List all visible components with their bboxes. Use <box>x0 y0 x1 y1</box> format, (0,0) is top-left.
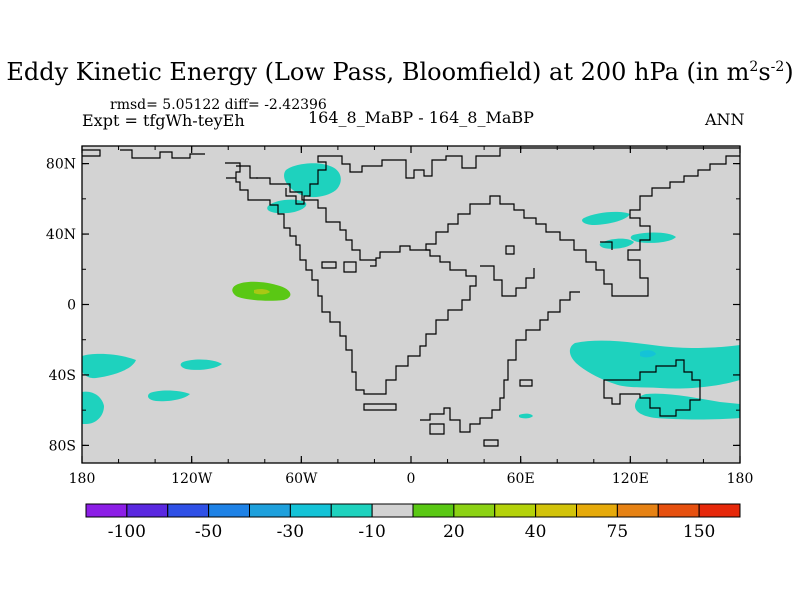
coastline-arabia <box>480 265 535 297</box>
coastline-antarctica-edge <box>429 423 499 447</box>
coastline-greenland <box>226 165 613 250</box>
colorbar-box <box>167 503 210 518</box>
coastline-australia <box>603 359 701 417</box>
colorbar-label: -10 <box>358 522 385 542</box>
anomaly-region-greenland <box>284 163 341 198</box>
lat-axis: 80N 40N 0 40S 80S <box>46 157 740 454</box>
lat-tick-label: 0 <box>67 298 76 314</box>
anomaly-region-small-south-atlantic <box>519 413 533 419</box>
colorbar-box <box>494 503 537 518</box>
lon-tick-label: 180 <box>727 471 754 487</box>
coastline-asia-east <box>425 155 740 297</box>
coastline-eurasia <box>285 147 740 205</box>
coastline-south-america <box>370 245 477 395</box>
colorbar-box <box>535 503 577 518</box>
map-background <box>82 146 740 463</box>
lat-tick-label: 40N <box>46 227 76 243</box>
colorbar-box <box>412 503 455 518</box>
colorbar-box <box>126 503 169 518</box>
coastline-islands <box>321 245 533 411</box>
colorbar-label: 40 <box>525 522 547 542</box>
colorbar-box <box>616 503 659 518</box>
lon-axis: 180 120W 60W 0 60E 120E 180 <box>69 146 754 487</box>
colorbar: -100 -50 -30 -10 20 40 75 150 <box>85 503 741 542</box>
colorbar-label: -50 <box>195 522 222 542</box>
colorbar-box <box>330 503 373 518</box>
lon-tick-label: 180 <box>69 471 96 487</box>
colorbar-box <box>371 503 414 518</box>
coastlines <box>82 147 740 447</box>
anomaly-region-south-pacific-west <box>82 353 136 379</box>
colorbar-box <box>208 503 250 518</box>
map-panel: 80N 40N 0 40S 80S 180 120W 60W 0 60E 120E 180 <box>46 145 754 487</box>
colorbar-box <box>657 503 700 518</box>
anomaly-region-southern-ocean-deep <box>634 393 740 420</box>
coastline-north-america <box>82 149 372 395</box>
coastline-africa-south <box>420 291 580 433</box>
colorbar-label: -30 <box>277 522 304 542</box>
coastline-canada-east <box>256 177 376 261</box>
lon-tick-label: 120W <box>171 471 213 487</box>
experiment-label: Expt = tfgWh-teyEh <box>82 111 245 130</box>
colorbar-box <box>698 503 741 518</box>
anomaly-region-south-pacific-east <box>148 390 190 402</box>
anomaly-regions <box>82 163 740 424</box>
lon-tick-label: 0 <box>407 471 416 487</box>
anomaly-region-south-pacific-mid <box>180 359 222 370</box>
anomaly-region-south-pacific-west2 <box>82 391 104 424</box>
season-label: ANN <box>705 110 745 129</box>
colorbar-label: -100 <box>108 522 146 542</box>
anomaly-region-japan <box>599 238 634 249</box>
lat-tick-label: 40S <box>49 368 76 384</box>
plot-title: Eddy Kinetic Energy (Low Pass, Bloomfiel… <box>6 58 794 86</box>
anomaly-region-darker-core <box>640 350 656 358</box>
colorbar-label: 20 <box>443 522 465 542</box>
colorbar-box <box>576 503 618 518</box>
colorbar-box <box>453 503 496 518</box>
anomaly-region-kamchatka <box>582 211 630 225</box>
lon-tick-label: 120E <box>612 471 649 487</box>
colorbar-box <box>85 503 128 518</box>
lon-tick-label: 60W <box>285 471 318 487</box>
colorbar-label: 75 <box>607 522 629 542</box>
stats-text: rmsd= 5.05122 diff= -2.42396 <box>110 97 327 113</box>
case-label: 164_8_MaBP - 164_8_MaBP <box>308 108 534 127</box>
colorbar-label: 150 <box>683 522 715 542</box>
lon-tick-label: 60E <box>507 471 535 487</box>
anomaly-region-southern-ocean-indian <box>569 340 740 389</box>
colorbar-box <box>289 503 332 518</box>
anomaly-region-tropical-core <box>254 288 270 295</box>
lat-tick-label: 80S <box>49 438 76 454</box>
lat-tick-label: 80N <box>46 157 76 173</box>
colorbar-box <box>249 503 291 518</box>
